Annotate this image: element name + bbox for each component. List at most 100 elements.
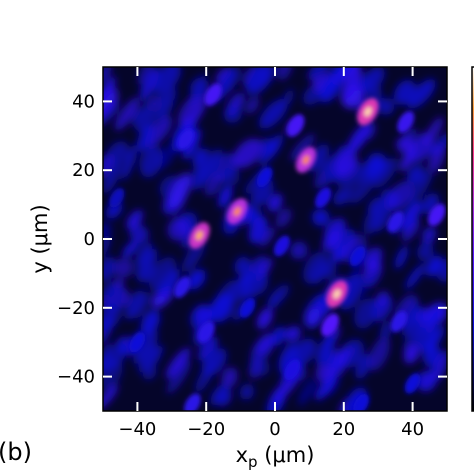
speckle-grain (197, 336, 218, 361)
speckle-spot (239, 297, 256, 318)
speckle-grain (114, 257, 134, 278)
speckle-grain (379, 320, 393, 340)
speckle-grain (140, 67, 159, 101)
speckle-grain (377, 97, 395, 115)
speckle-grain (166, 360, 191, 394)
speckle-grain (306, 307, 320, 326)
speckle-grain (407, 79, 436, 109)
speckle-spot (353, 393, 369, 411)
speckle-spot (315, 187, 332, 209)
speckle-grain (352, 177, 377, 204)
speckle-spot (273, 235, 290, 257)
speckle-spot (184, 393, 201, 411)
speckle-spot (109, 187, 125, 208)
speckle-grain (424, 116, 444, 145)
speckle-grain (106, 141, 129, 167)
speckle-grain (427, 143, 446, 173)
speckle-grain (424, 325, 445, 355)
speckle-spot-core (302, 155, 310, 165)
speckle-grain (310, 67, 330, 78)
speckle-grain (421, 226, 437, 245)
speckle-grain (346, 121, 372, 155)
speckle-grain (431, 350, 447, 384)
speckle-grain (330, 244, 346, 264)
speckle-grain (221, 367, 238, 389)
speckle-grain (221, 166, 240, 187)
x-tick-label: −20 (187, 419, 225, 440)
speckle-grain (189, 155, 220, 187)
speckle-grain (303, 251, 329, 284)
speckle-grain (404, 263, 425, 290)
speckle-grain (132, 107, 156, 133)
speckle-grain (367, 197, 384, 217)
speckle-spot (349, 246, 366, 267)
speckle-grain (359, 67, 385, 94)
y-tick-label: 40 (72, 91, 95, 112)
speckle-spot (256, 166, 273, 188)
speckle-grain (131, 291, 150, 319)
speckle-grain (403, 319, 420, 352)
speckle-grain (103, 344, 127, 373)
speckle-grain (182, 239, 206, 273)
colorbar (471, 66, 474, 412)
speckle-grain (103, 384, 118, 410)
speckle-grain (409, 171, 433, 204)
x-tick-label: −40 (118, 419, 156, 440)
speckle-grain (105, 201, 123, 219)
speckle-grain (290, 133, 315, 161)
speckle-grain (178, 93, 207, 127)
speckle-grain (234, 256, 250, 274)
speckle-grain (250, 273, 269, 295)
speckle-grain (103, 256, 116, 282)
speckle-grain (103, 303, 122, 331)
speckle-grain (332, 350, 349, 377)
speckle-grain (233, 138, 263, 168)
speckle-grain (103, 67, 112, 84)
speckle-grain (239, 383, 255, 400)
x-tick-labels: −40 −20 0 20 40 (118, 419, 424, 440)
speckle-spot (129, 332, 146, 353)
speckle-grain (246, 207, 263, 225)
speckle-spot-core (364, 107, 372, 117)
speckle-grain (103, 76, 116, 103)
y-tick-label: 20 (72, 160, 95, 181)
speckle-grain (103, 100, 120, 127)
speckle-spot (197, 321, 215, 343)
speckle-grain (403, 344, 420, 364)
speckle-spot-core (233, 206, 241, 217)
speckle-grain (425, 304, 443, 335)
speckle-grain (401, 302, 418, 336)
speckle-grain (167, 217, 189, 241)
speckle-grain (353, 269, 381, 299)
speckle-grain (126, 210, 143, 229)
speckle-spot (177, 128, 194, 150)
speckle-grain (192, 147, 205, 167)
speckle-grain (103, 160, 122, 194)
speckle-grain (275, 208, 292, 228)
panel-label: (b) (0, 438, 32, 466)
speckle-grain (140, 309, 160, 336)
speckle-grain (114, 97, 140, 131)
speckle-grain (354, 298, 378, 329)
heatmap-image (103, 67, 447, 411)
y-tick-label: −20 (57, 298, 95, 319)
background-speckle (103, 67, 447, 411)
speckle-grain (322, 230, 343, 251)
speckle-spot (321, 313, 340, 337)
speckle-grain (210, 383, 229, 406)
speckle-grain (334, 149, 358, 178)
speckle-grain (355, 353, 372, 380)
x-tick-label: 0 (269, 419, 280, 440)
y-tick-labels: −40 −20 0 20 40 (57, 91, 95, 387)
speckle-grain (230, 275, 254, 303)
speckle-grain (283, 88, 294, 106)
speckle-spot (173, 276, 191, 298)
speckle-spot (397, 111, 415, 134)
y-tick-label: −40 (57, 367, 95, 388)
y-tick-label: 0 (84, 229, 95, 250)
speckle-grain (416, 242, 434, 261)
speckle-grain (137, 67, 152, 85)
speckle-spot (204, 83, 222, 106)
speckle-grain (135, 242, 153, 266)
